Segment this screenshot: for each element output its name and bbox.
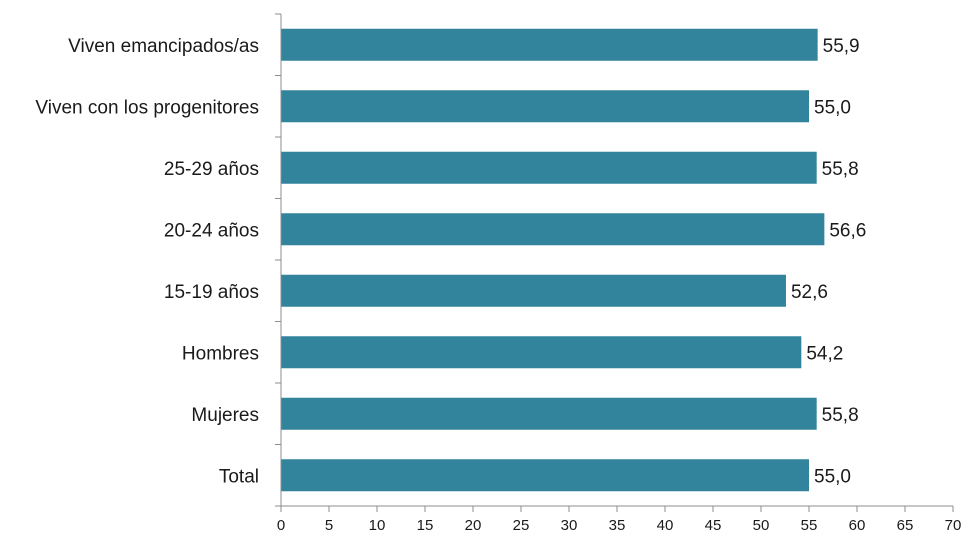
x-tick-label: 60 bbox=[849, 517, 866, 534]
x-tick-label: 10 bbox=[369, 517, 386, 534]
x-tick-label: 20 bbox=[465, 517, 482, 534]
bar bbox=[281, 90, 809, 123]
data-label: 55,8 bbox=[822, 405, 859, 426]
x-tick-label: 0 bbox=[277, 517, 285, 534]
category-label: Viven con los progenitores bbox=[35, 97, 259, 118]
x-tick-label: 50 bbox=[753, 517, 770, 534]
data-label: 55,8 bbox=[822, 159, 859, 180]
x-axis-ticks: 0 5 10 15 20 25 30 35 40 45 50 55 60 65 70 bbox=[275, 13, 962, 534]
x-tick-label: 45 bbox=[705, 517, 722, 534]
category-label: Total bbox=[219, 466, 259, 487]
category-label: Hombres bbox=[182, 343, 259, 364]
category-label: 20-24 años bbox=[164, 220, 259, 241]
x-tick-label: 25 bbox=[513, 517, 530, 534]
bar bbox=[281, 213, 825, 246]
data-label: 55,9 bbox=[823, 36, 860, 57]
data-label: 54,2 bbox=[806, 343, 843, 364]
x-tick-label: 40 bbox=[657, 517, 674, 534]
x-tick-label: 70 bbox=[945, 517, 962, 534]
data-label: 56,6 bbox=[829, 220, 866, 241]
x-tick-label: 35 bbox=[609, 517, 626, 534]
bar bbox=[281, 151, 817, 184]
bar bbox=[281, 336, 802, 369]
x-tick-label: 5 bbox=[325, 517, 333, 534]
data-label: 55,0 bbox=[814, 466, 851, 487]
data-label: 52,6 bbox=[791, 282, 828, 303]
bar bbox=[281, 459, 809, 492]
category-label: Viven emancipados/as bbox=[68, 36, 259, 57]
x-tick-label: 15 bbox=[417, 517, 434, 534]
data-label: 55,0 bbox=[814, 97, 851, 118]
bar bbox=[281, 397, 817, 430]
category-label: 25-29 años bbox=[164, 159, 259, 180]
x-tick-label: 55 bbox=[801, 517, 818, 534]
x-tick-label: 30 bbox=[561, 517, 578, 534]
category-label: Mujeres bbox=[191, 405, 259, 426]
bar bbox=[281, 274, 786, 307]
category-label: 15-19 años bbox=[164, 282, 259, 303]
bar bbox=[281, 28, 818, 61]
x-tick-label: 65 bbox=[897, 517, 914, 534]
bars: Viven emancipados/as 55,9 Viven con los pr… bbox=[35, 28, 866, 492]
